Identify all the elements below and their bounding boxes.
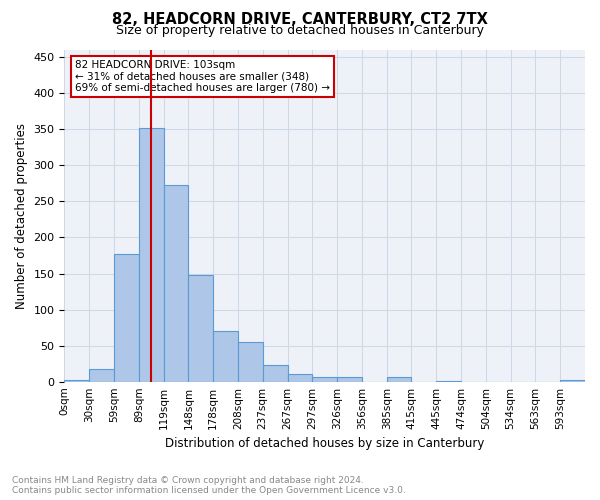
Bar: [89, 368, 114, 382]
Text: 82 HEADCORN DRIVE: 103sqm
← 31% of detached houses are smaller (348)
69% of semi: 82 HEADCORN DRIVE: 103sqm ← 31% of detac…: [75, 60, 330, 93]
Bar: [287, 374, 313, 382]
Bar: [188, 275, 213, 382]
Bar: [337, 378, 362, 382]
Bar: [263, 365, 287, 382]
X-axis label: Distribution of detached houses by size in Canterbury: Distribution of detached houses by size …: [165, 437, 484, 450]
Bar: [64, 380, 89, 382]
Bar: [238, 342, 263, 382]
Bar: [213, 331, 238, 382]
Bar: [313, 378, 337, 382]
Y-axis label: Number of detached properties: Number of detached properties: [15, 123, 28, 309]
Bar: [164, 185, 188, 382]
Bar: [386, 376, 412, 382]
Bar: [560, 380, 585, 382]
Text: Size of property relative to detached houses in Canterbury: Size of property relative to detached ho…: [116, 24, 484, 37]
Bar: [436, 381, 461, 382]
Text: 82, HEADCORN DRIVE, CANTERBURY, CT2 7TX: 82, HEADCORN DRIVE, CANTERBURY, CT2 7TX: [112, 12, 488, 28]
Text: Contains HM Land Registry data © Crown copyright and database right 2024.
Contai: Contains HM Land Registry data © Crown c…: [12, 476, 406, 495]
Bar: [114, 254, 139, 382]
Bar: [139, 128, 164, 382]
